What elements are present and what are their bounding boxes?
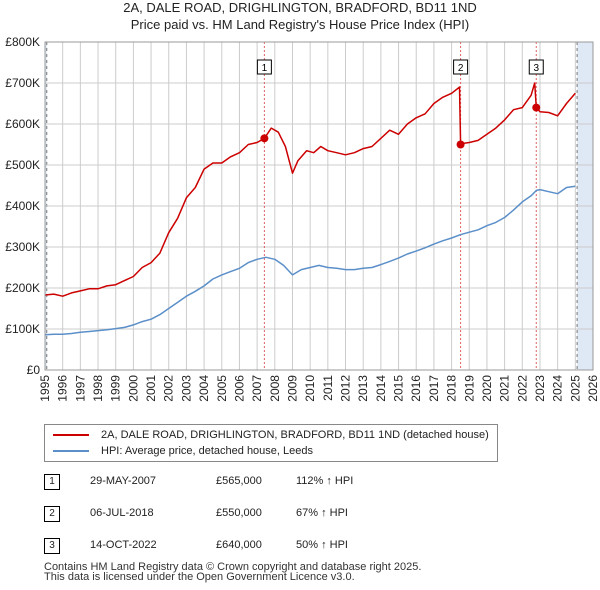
y-tick-label: £800K (5, 35, 40, 49)
sale-hpi-diff: 50% ↑ HPI (296, 539, 348, 551)
legend-item-price: 2A, DALE ROAD, DRIGHLINGTON, BRADFORD, B… (53, 427, 489, 443)
x-tick-label: 2022 (515, 375, 529, 402)
x-tick-label: 2013 (356, 375, 370, 402)
footer-line-2: This data is licensed under the Open Gov… (44, 571, 355, 583)
x-tick-label: 2015 (392, 375, 406, 402)
x-tick-label: 2012 (339, 375, 353, 402)
sale-number-badge: 1 (44, 474, 60, 490)
price-chart: 1 2 3 £0 £100K £200K £300K £400K £500K £600K £700… (5, 35, 600, 402)
sale-point (532, 103, 541, 112)
sale-date: 14-OCT-2022 (90, 539, 157, 551)
sale-label-box (453, 59, 469, 75)
chart-title-line1: 2A, DALE ROAD, DRIGHLINGTON, BRADFORD, B… (123, 0, 477, 15)
x-tick-label: 2004 (197, 375, 211, 402)
x-tick-label: 2007 (250, 375, 264, 402)
y-tick-label: £500K (5, 158, 40, 172)
x-tick-label: 2001 (144, 375, 158, 402)
legend-swatch-price (53, 434, 89, 436)
price-paid-line (44, 82, 576, 297)
x-tick-label: 2026 (586, 375, 600, 402)
sale-price: £640,000 (216, 539, 262, 551)
x-tick-label: 2002 (162, 375, 176, 402)
x-tick-label: 2017 (427, 375, 441, 402)
x-tick-label: 2016 (409, 375, 423, 402)
sale-label-number: 3 (533, 63, 539, 74)
x-tick-label: 2010 (303, 375, 317, 402)
plot-border (44, 41, 594, 371)
sale-point (260, 134, 269, 143)
x-tick-label: 2019 (462, 375, 476, 402)
sale-label-number: 2 (458, 63, 464, 74)
footer-line-1: Contains HM Land Registry data © Crown c… (44, 561, 422, 573)
x-tick-label: 1998 (91, 375, 105, 402)
sale-point (456, 140, 465, 149)
x-tick-label: 2006 (232, 375, 246, 402)
sale-label-box (528, 59, 544, 75)
sale-row: 3 14-OCT-2022 £640,000 50% ↑ HPI (44, 538, 464, 556)
sale-row: 1 29-MAY-2007 £565,000 112% ↑ HPI (44, 474, 464, 492)
y-tick-label: £100K (5, 322, 40, 336)
sale-price: £550,000 (216, 507, 262, 519)
x-tick-label: 2020 (480, 375, 494, 402)
sale-label-number: 1 (262, 63, 268, 74)
x-tick-label: 2014 (374, 375, 388, 402)
y-tick-label: £0 (27, 363, 41, 377)
legend-label-price: 2A, DALE ROAD, DRIGHLINGTON, BRADFORD, B… (101, 429, 489, 441)
sale-label-box (256, 59, 272, 75)
chart-title-line2: Price paid vs. HM Land Registry's House … (130, 17, 470, 32)
y-tick-label: £300K (5, 240, 40, 254)
sale-hpi-diff: 112% ↑ HPI (296, 475, 354, 487)
sale-date: 06-JUL-2018 (90, 507, 154, 519)
sale-row: 2 06-JUL-2018 £550,000 67% ↑ HPI (44, 506, 464, 524)
x-tick-label: 2009 (285, 375, 299, 402)
legend-swatch-hpi (53, 450, 89, 452)
x-tick-label: 1995 (38, 375, 52, 402)
sale-price: £565,000 (216, 475, 262, 487)
y-tick-label: £200K (5, 281, 40, 295)
sale-number-badge: 2 (44, 506, 60, 522)
sale-number-badge: 3 (44, 538, 60, 554)
x-tick-label: 2018 (445, 375, 459, 402)
x-tick-label: 1996 (56, 375, 70, 402)
sale-hpi-diff: 67% ↑ HPI (296, 507, 348, 519)
x-tick-label: 2021 (498, 375, 512, 402)
y-tick-label: £700K (5, 76, 40, 90)
chart-legend: 2A, DALE ROAD, DRIGHLINGTON, BRADFORD, B… (44, 424, 498, 462)
x-tick-label: 2005 (215, 375, 229, 402)
x-tick-label: 2025 (568, 375, 582, 402)
hpi-line (44, 185, 576, 336)
x-tick-label: 2023 (533, 375, 547, 402)
legend-label-hpi: HPI: Average price, detached house, Leed… (101, 445, 313, 457)
x-tick-label: 1999 (109, 375, 123, 402)
footer-attribution: Contains HM Land Registry data © Crown c… (44, 561, 422, 583)
sale-date: 29-MAY-2007 (90, 475, 157, 487)
x-tick-label: 2000 (126, 375, 140, 402)
x-tick-label: 2024 (551, 375, 565, 402)
x-tick-label: 2008 (268, 375, 282, 402)
y-tick-label: £600K (5, 117, 40, 131)
y-tick-label: £400K (5, 199, 40, 213)
x-tick-label: 2003 (179, 375, 193, 402)
legend-item-hpi: HPI: Average price, detached house, Leed… (53, 443, 313, 459)
x-tick-label: 2011 (321, 375, 335, 401)
x-tick-label: 1997 (73, 375, 87, 402)
